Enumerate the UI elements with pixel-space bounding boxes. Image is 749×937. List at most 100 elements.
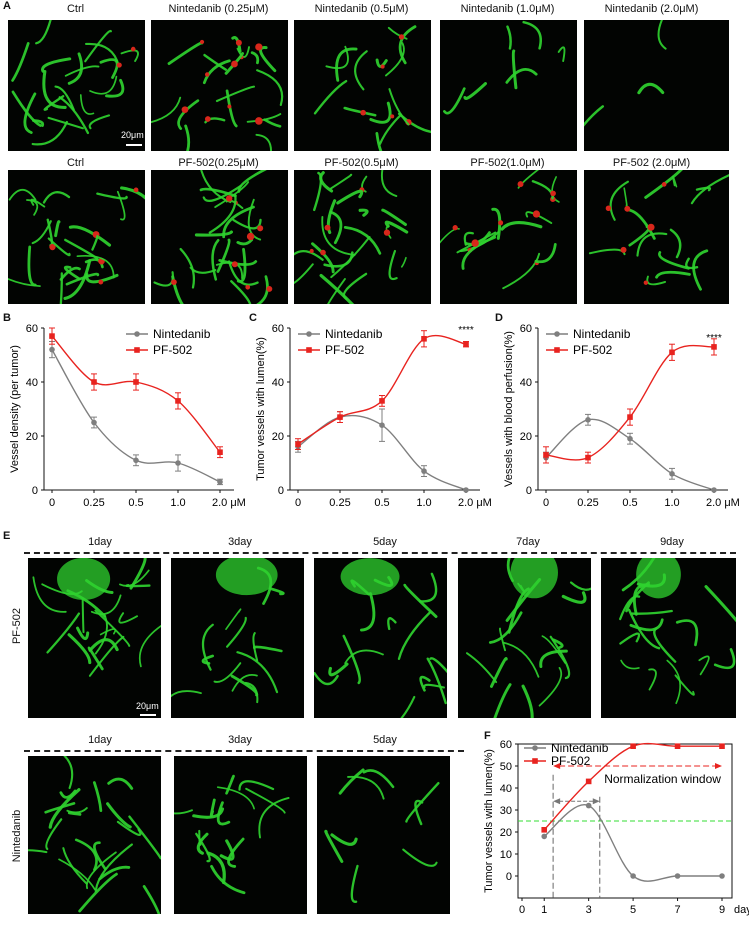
vessel-segment [138,625,161,668]
vessel-segment [252,632,259,662]
vessel-segment [210,864,246,895]
vessel-segment [63,265,81,281]
legend-marker [532,758,538,764]
vessel-segment [360,592,376,632]
perfusion-spot [380,64,385,69]
vessel-segment [231,674,258,692]
vessel-segment [88,635,125,677]
data-point [711,344,717,350]
vessel-segment [85,851,117,890]
vessel-segment [397,611,432,661]
vessel-segment [313,79,348,115]
vessel-segment [505,68,538,84]
y-tick-label: 40 [272,377,284,389]
vessel-segment [531,180,554,200]
vessel-segment [387,26,408,40]
vessel-segment [321,216,356,256]
e-top-day-4: 9day [660,536,684,548]
panel-letter-d: D [495,312,503,324]
vessel-segment [362,769,395,789]
perfusion-spot [320,249,326,256]
vessel-segment [96,192,128,200]
vessel-segment [330,833,358,846]
x-tick-label: 0.5 [374,497,389,509]
x-tick-label: 1.0 [416,497,431,509]
perfusion-spot [235,39,242,46]
vessel-segment [491,207,502,240]
vessel-segment [246,113,282,123]
vessel-segment [256,69,284,107]
y-tick-label: 20 [26,431,38,443]
y-tick-label: 0 [526,485,532,497]
vessel-segment [196,832,209,855]
data-point [541,827,548,833]
vessel-segment [31,220,52,245]
vessel-segment [489,657,508,688]
vessel-segment [68,225,112,247]
vessel-segment [255,133,272,151]
vessel-segment [588,248,626,256]
vessel-segment [549,635,571,680]
vessel-segment [63,259,92,301]
vessel-segment [522,20,542,50]
vessel-segment [350,579,370,596]
vessel-segment [636,232,668,257]
vessel-segment [463,82,487,100]
data-point [133,457,139,464]
y-tick-label: 40 [520,377,532,389]
x-tick-label: 3 [586,904,592,916]
vessel-segment [692,249,709,291]
data-point [175,460,181,466]
vessel-segment [695,186,712,192]
normalization-window-label: Normalization window [604,772,721,786]
perfusion-spot [181,106,189,114]
legend-label: Nintedanib [325,327,383,341]
vessel-segment [32,576,67,613]
vessel-segment [54,85,75,111]
scalebar-a [126,144,142,146]
data-point [543,452,549,458]
vessel-segment [26,199,39,216]
vessel-segment [631,609,673,615]
vessel-segment [120,186,145,200]
vessel-segment [91,235,99,251]
y-tick-label: 0 [278,485,284,497]
data-point [585,417,591,423]
vessel-segment [41,583,83,596]
vessel-segment [402,848,438,867]
y-axis-label: Vessels with blood perfusion(%) [503,331,515,487]
perfusion-spot [360,109,366,116]
vessel-segment [85,579,114,594]
perfusion-spot [605,205,612,212]
vessel-segment [488,611,523,644]
perfusion-spot [624,205,631,212]
x-tick-label: 7 [674,904,680,916]
vessel-segment [226,616,247,648]
perfusion-spot [231,60,238,68]
vessel-segment [426,657,447,705]
y-axis-label: Tumor vessels with lumen(%) [483,749,495,893]
x-tick-label: 2.0 μM [458,497,492,509]
vessel-segment [89,75,118,95]
perfusion-spot [452,225,458,231]
scalebar-e [140,714,156,716]
perfusion-spot [471,239,479,247]
a-row1-image-nint-05 [294,20,431,151]
vessel-segment [74,838,98,872]
y-tick-label: 60 [26,323,38,335]
vessel-segment [194,230,233,237]
vessel-segment [219,839,235,861]
vessel-segment [675,619,699,647]
vessel-segment [99,58,119,79]
scalebar-a-label: 20μm [121,130,144,140]
a-row2-image-pf-05 [294,170,431,304]
perfusion-spot [98,279,104,285]
vessel-segment [584,105,605,127]
vessel-segment [59,789,77,799]
a-row2-label-2: PF-502(0.5μM) [324,157,399,169]
vessel-segment [62,847,88,885]
vessel-segment [28,849,48,854]
a-row1-label-2: Nintedanib (0.5μM) [314,3,409,15]
e-bottom-day-0: 1day [88,734,112,746]
vessel-segment [105,78,125,98]
